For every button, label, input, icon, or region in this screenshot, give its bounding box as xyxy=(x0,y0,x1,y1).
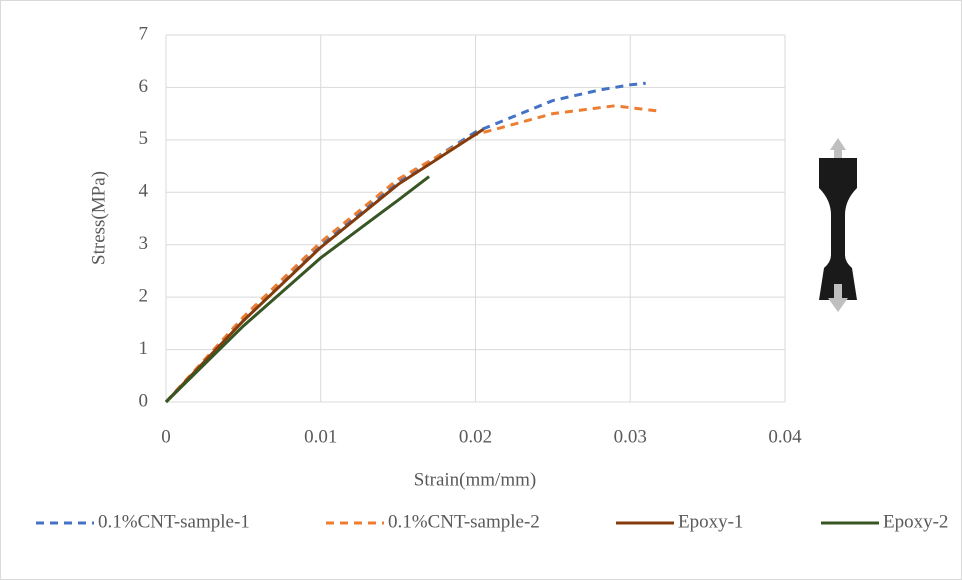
x-axis-title: Strain(mm/mm) xyxy=(414,469,536,490)
y-tick-label: 2 xyxy=(139,286,149,307)
legend-label: Epoxy-2 xyxy=(883,511,948,532)
y-tick-label: 5 xyxy=(139,128,149,149)
legend-label: Epoxy-1 xyxy=(678,511,743,532)
specimen-image xyxy=(819,138,857,312)
series-line xyxy=(164,175,430,404)
x-tick-label: 0.01 xyxy=(304,426,337,447)
y-tick-label: 1 xyxy=(139,338,149,359)
y-tick-label: 3 xyxy=(139,233,149,254)
legend-label: 0.1%CNT-sample-1 xyxy=(98,511,250,532)
x-tick-label: 0.03 xyxy=(614,426,647,447)
y-tick-label: 7 xyxy=(139,23,149,44)
y-tick-label: 6 xyxy=(139,76,149,97)
legend-label: 0.1%CNT-sample-2 xyxy=(388,511,540,532)
x-tick-label: 0.02 xyxy=(459,426,492,447)
y-tick-label: 4 xyxy=(139,181,149,202)
y-axis-title: Stress(MPa) xyxy=(88,171,109,265)
series-line xyxy=(164,81,646,404)
series-line xyxy=(164,128,485,404)
x-tick-label: 0.04 xyxy=(768,426,802,447)
series-line xyxy=(164,104,659,404)
x-tick-label: 0 xyxy=(161,426,171,447)
y-tick-label: 0 xyxy=(139,390,149,411)
